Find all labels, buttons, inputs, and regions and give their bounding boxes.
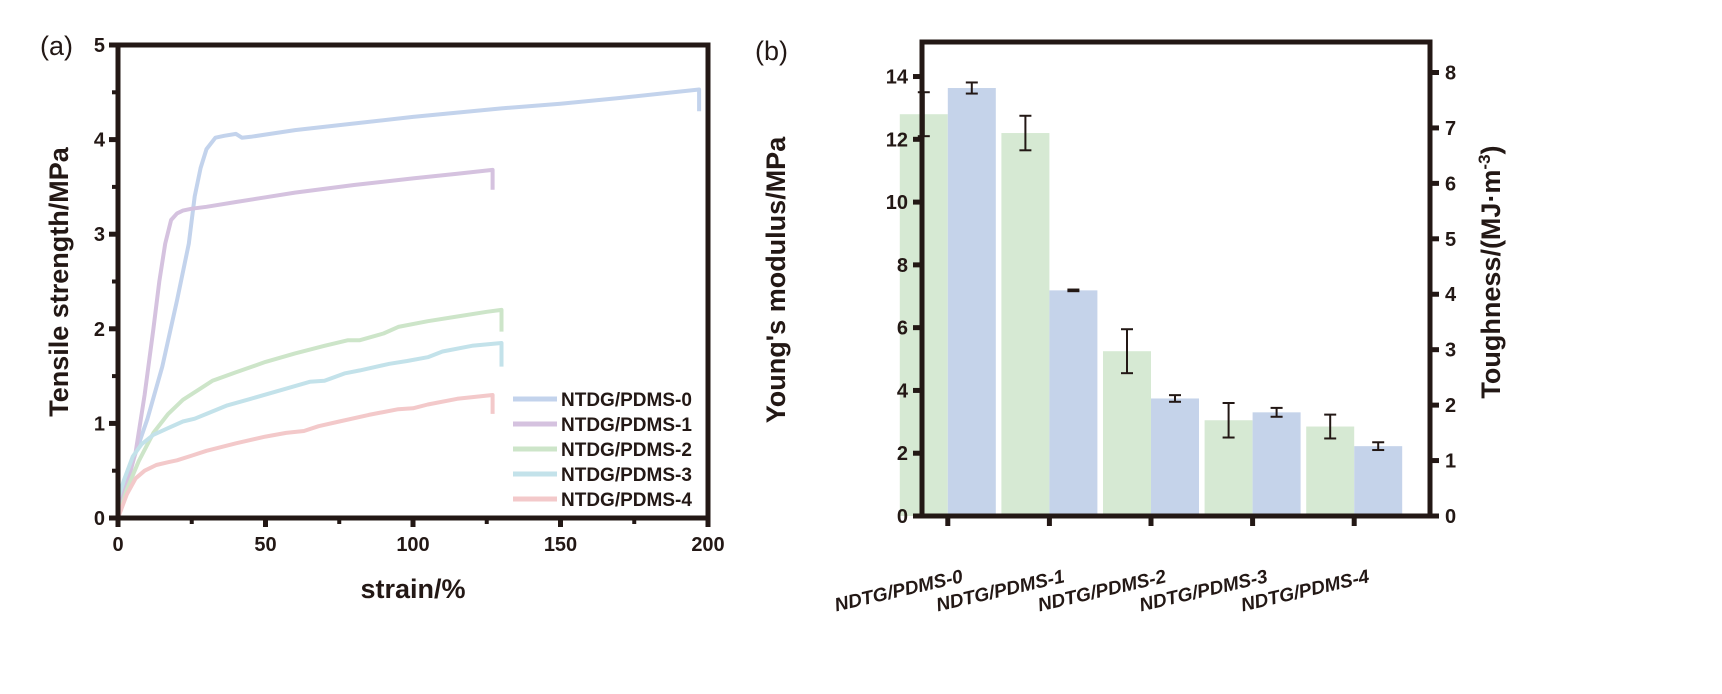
right-y-tick-label: 5 — [1445, 229, 1456, 251]
panel-a-label: (a) — [40, 31, 73, 61]
panel-a-x-axis-title: strain/% — [360, 574, 465, 604]
y-tick-label: 6 — [897, 318, 908, 340]
bar-youngs-modulus-1 — [1001, 133, 1050, 516]
panel-b-frame — [919, 39, 1433, 519]
y-tick-label: 0 — [897, 506, 908, 528]
panel-b-right-y-ticks: 0 1 2 3 4 5 6 7 8 — [1430, 62, 1457, 528]
right-y-tick-label: 7 — [1445, 118, 1456, 140]
panel-b-x-ticks: NDTG/PDMS-0NDTG/PDMS-1NDTG/PDMS-2NDTG/PD… — [833, 516, 1372, 616]
panel-b-left-y-axis-title: Young's modulus/MPa — [761, 136, 791, 423]
right-y-tick-label: 3 — [1445, 340, 1456, 362]
panel-a: (a) 0 50 100 150 200 0 1 2 3 4 5 strain/% Tensile… — [40, 31, 725, 604]
right-y-tick-label: 1 — [1445, 451, 1456, 473]
legend-label-0: NTDG/PDMS-0 — [561, 390, 692, 411]
x-tick-label: 150 — [544, 534, 577, 556]
x-tick-label: 50 — [254, 534, 276, 556]
legend-label-2: NTDG/PDMS-2 — [561, 440, 692, 461]
panel-a-legend: NTDG/PDMS-0 NTDG/PDMS-1 NTDG/PDMS-2 NTDG/PD… — [513, 390, 692, 511]
x-tick-label: 100 — [396, 534, 429, 556]
legend-label-4: NTDG/PDMS-4 — [561, 490, 692, 511]
legend-label-1: NTDG/PDMS-1 — [561, 415, 692, 436]
y-tick-label: 3 — [94, 224, 105, 246]
right-y-title-main: Toughness/(MJ·m — [1476, 170, 1506, 399]
series-line-4 — [116, 393, 495, 519]
right-y-tick-label: 0 — [1445, 506, 1456, 528]
series-line-2 — [116, 307, 504, 519]
series-line-3 — [116, 341, 504, 500]
y-tick-label: 0 — [94, 508, 105, 530]
y-tick-label: 4 — [897, 380, 909, 402]
y-tick-label: 2 — [897, 443, 908, 465]
right-y-tick-label: 8 — [1445, 62, 1456, 84]
right-y-title-end: ) — [1476, 145, 1506, 154]
panel-b-right-y-axis-title: Toughness/(MJ·m-3) — [1475, 145, 1506, 398]
right-y-tick-label: 6 — [1445, 173, 1456, 195]
x-tick-label: 0 — [112, 534, 123, 556]
y-tick-label: 8 — [897, 255, 908, 277]
series-line-1 — [116, 167, 495, 510]
y-tick-label: 12 — [886, 129, 908, 151]
y-tick-label: 2 — [94, 319, 105, 341]
panel-a-x-ticks: 0 50 100 150 200 — [112, 518, 725, 556]
panel-b-label: (b) — [755, 36, 788, 66]
panel-b-bars — [899, 88, 1403, 517]
right-y-tick-label: 4 — [1445, 284, 1457, 306]
bar-toughness-0 — [947, 88, 996, 516]
bar-youngs-modulus-2 — [1103, 351, 1151, 516]
right-y-tick-label: 2 — [1445, 395, 1456, 417]
bar-toughness-4 — [1354, 446, 1403, 516]
y-tick-label: 5 — [94, 35, 105, 57]
bar-toughness-1 — [1049, 290, 1098, 516]
y-tick-label: 4 — [94, 130, 106, 152]
y-tick-label: 10 — [886, 192, 908, 214]
legend-label-3: NTDG/PDMS-3 — [561, 465, 692, 486]
panel-b-left-y-ticks: 0 2 4 6 8 10 12 14 — [886, 67, 922, 528]
series-line-0 — [116, 87, 702, 505]
panel-a-y-ticks: 0 1 2 3 4 5 — [94, 35, 118, 530]
bar-toughness-2 — [1151, 398, 1199, 516]
right-y-title-superscript: -3 — [1475, 154, 1494, 169]
panel-a-y-axis-title: Tensile strength/MPa — [44, 146, 74, 417]
bar-toughness-3 — [1252, 412, 1301, 516]
x-tick-label: 200 — [691, 534, 724, 556]
bar-youngs-modulus-4 — [1306, 426, 1355, 516]
y-tick-label: 1 — [94, 413, 105, 435]
y-tick-label: 14 — [886, 67, 909, 89]
panel-a-series — [116, 87, 702, 519]
